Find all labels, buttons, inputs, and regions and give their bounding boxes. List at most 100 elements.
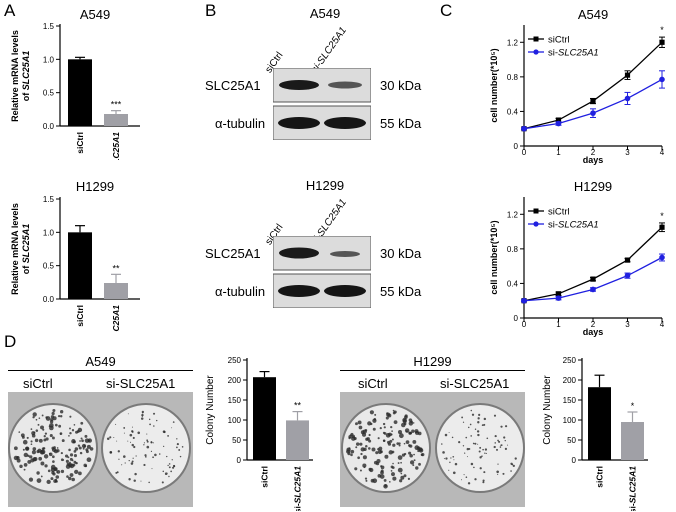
significance-mark: ** [294,401,302,411]
colony-dot [362,455,367,460]
colony-dot [56,471,58,473]
data-point [555,117,562,123]
colony-dot [445,457,448,460]
colony-dot [168,475,170,478]
colony-dot [407,477,411,480]
colony-dot [482,448,484,451]
colony-dot [144,454,147,457]
y-tick-label: 0.5 [43,262,55,271]
colony-dot [400,475,405,480]
colony-dot [507,444,509,446]
colony-dot [128,459,130,462]
colony-dot [414,429,419,434]
colony-dot [152,456,154,459]
colony-dot [450,457,452,459]
colony-dot [398,444,401,447]
colony-dot [71,477,75,482]
colony-dot [465,476,468,479]
colony-dot [413,459,416,462]
y-axis-label: Relative mRNA levels [10,203,20,295]
panel-letter-b: B [205,1,217,20]
colony-dot [511,463,514,466]
data-point [659,76,665,83]
y-tick-label: 0.8 [507,245,519,254]
legend-marker [533,208,539,214]
colony-dot [467,426,470,429]
y-axis-label: Colony Number [205,375,216,445]
colony-dot [50,418,54,422]
colony-dot [19,464,23,469]
colony-dot [413,453,415,456]
colony-dot [482,479,485,482]
colony-dot [380,469,384,473]
colony-dot [375,451,379,455]
colony-dot [57,414,61,418]
y-tick-label: 1.0 [43,228,55,237]
colony-dot [32,416,35,419]
panel-d-a549-colony-bar-chart: Colony Number 0 50 100 150 200 250 siCtrl si-SLC… [205,356,313,511]
colony-dot [53,479,57,483]
colony-dot [477,417,480,420]
colony-dot [148,481,150,484]
x-tick-label: si-SLC25A1 [628,466,638,511]
colony-dot [64,454,69,458]
colony-dot [31,450,36,455]
colony-dot [48,425,51,428]
x-tick-label: 4 [660,320,665,329]
colony-dot [55,475,60,479]
y-tick-label: 50 [232,436,241,445]
panel-d-h1299-plates: H1299 siCtrl si-SLC25A1 [340,342,525,512]
colony-dot [474,478,477,481]
colony-dot [470,435,473,437]
panel-d-a549-plates: A549 siCtrl si-SLC25A1 [8,342,193,512]
colony-dot [391,430,393,432]
colony-dot [40,475,43,478]
colony-dot [408,451,412,455]
colony-dot [400,472,403,475]
colony-dot [383,478,387,482]
colony-dot [478,413,481,416]
colony-dot [52,416,57,421]
colony-plates-image [8,392,193,507]
colony-dot [500,425,503,428]
colony-dot [31,433,36,438]
y-tick-label: 200 [228,376,242,385]
colony-dot [355,422,358,426]
colony-dot [65,459,69,463]
colony-dot [363,466,366,469]
x-axis-label: days [583,155,604,165]
legend-entry: siCtrl [548,207,570,218]
colony-dot [109,451,113,454]
colony-dot [388,481,391,483]
colony-dot [493,414,497,417]
colony-dot [409,453,413,458]
colony-dot [164,472,168,475]
colony-dot [397,462,400,464]
colony-dot [448,431,450,433]
y-tick-label: 0.4 [507,279,519,288]
colony-dot [392,409,395,412]
colony-dot [86,457,92,463]
colony-dot [470,409,473,412]
plate-label: siCtrl [23,376,53,391]
colony-dot [382,422,386,426]
colony-dot [79,451,83,455]
colony-dot [131,426,134,428]
x-axis-label: days [583,327,604,337]
colony-dot [448,469,450,471]
colony-dot [27,459,32,464]
colony-dot [43,438,47,442]
colony-dot [397,467,403,473]
colony-dot [163,445,165,448]
data-point [624,95,631,102]
y-tick-label: 0 [514,142,519,151]
legend-entry: siCtrl [548,35,570,46]
colony-dot [16,458,21,463]
panel-letter-c: C [440,1,453,20]
colony-dot [37,423,40,426]
colony-dot [20,433,25,438]
colony-dot [412,464,415,467]
colony-dot [405,440,410,444]
colony-dot [474,428,477,430]
data-point [521,297,527,304]
